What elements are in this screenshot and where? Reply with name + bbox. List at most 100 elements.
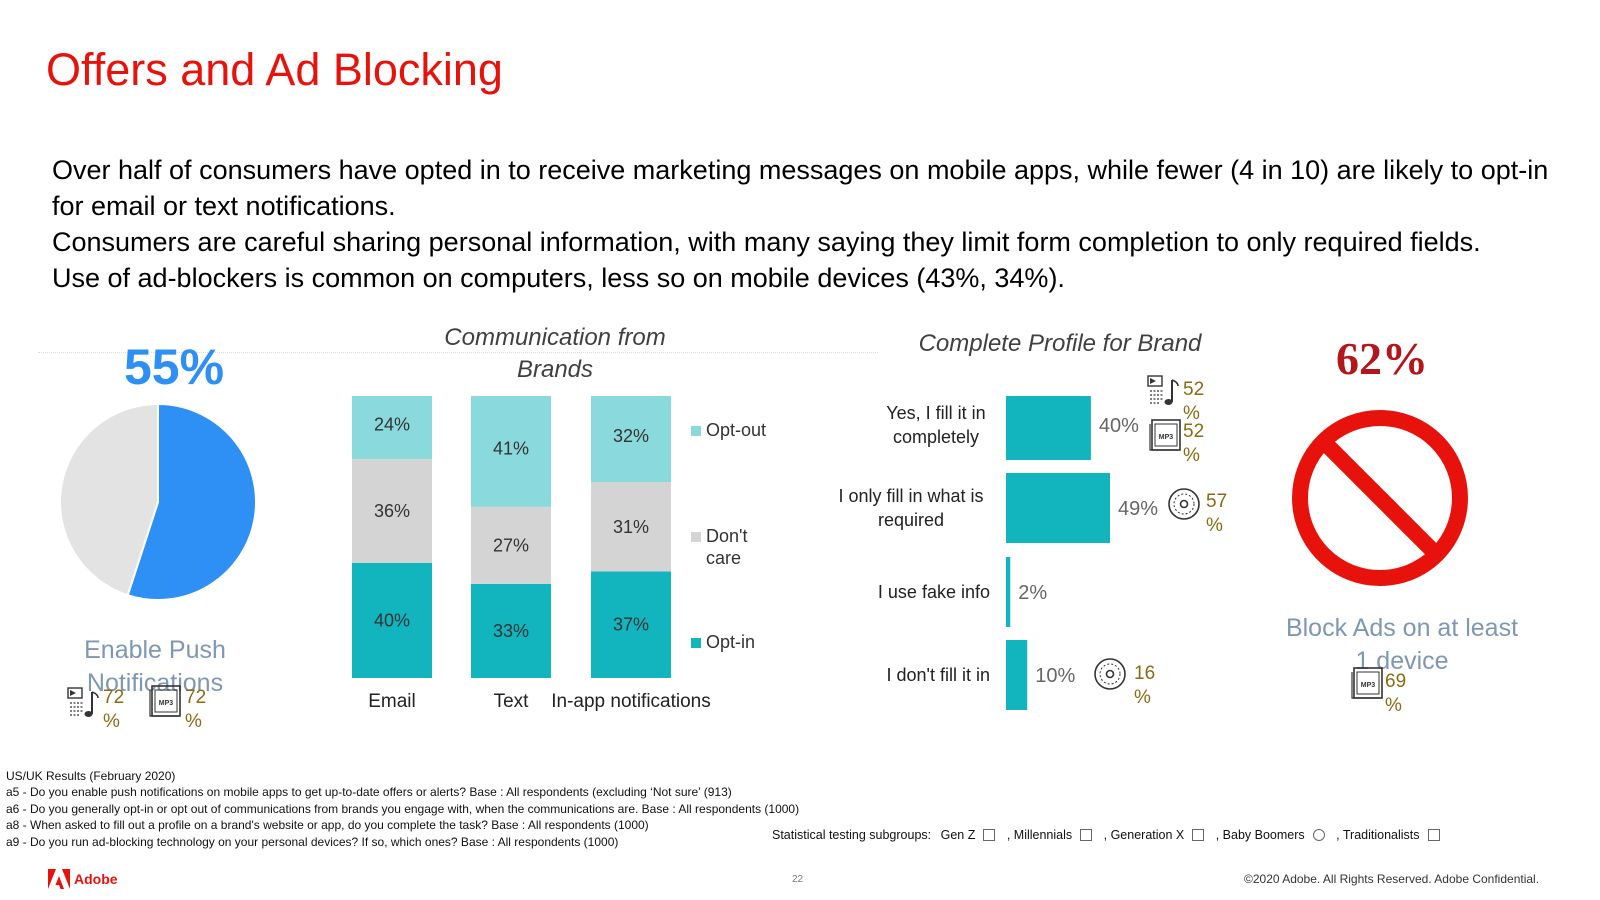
profile-sig-value: 52 % — [1183, 421, 1205, 466]
svg-text:MP3: MP3 — [1159, 434, 1174, 441]
bar-segment-don-t-care — [471, 506, 551, 584]
profile-bar-chart: 40% Yes, I fill it in completely 49% I only … — [838, 396, 1158, 710]
profile-sig-value: 57 % — [1206, 491, 1228, 536]
bar-segment-opt-in — [591, 571, 671, 678]
subgroup-traditionalists: , Traditionalists — [1336, 828, 1441, 842]
profile-bar-label: 2% — [1018, 582, 1047, 604]
footnote: a6 - Do you generally opt-in or opt out … — [6, 801, 800, 816]
mp3-player-icon: MP3 — [149, 685, 181, 717]
bar-data-label: 36% — [374, 501, 410, 521]
disc-icon — [1312, 829, 1325, 841]
summary-line: Consumers are careful sharing personal i… — [52, 227, 1481, 257]
bar-segment-opt-out — [591, 396, 671, 483]
category-label: Text — [494, 691, 530, 712]
profile-category-label: completely — [893, 427, 979, 447]
music-note-icon — [1147, 375, 1179, 405]
push-sig-value: 72 % — [103, 687, 125, 732]
footnote: a8 - When asked to fill out a profile on… — [6, 818, 649, 833]
mp3-player-icon — [1080, 829, 1093, 841]
profile-category-label: required — [878, 510, 944, 530]
profile-sig-value: 16 % — [1134, 663, 1156, 708]
profile-category-label: I don't fill it in — [887, 665, 990, 685]
footnote: US/UK Results (February 2020) — [6, 769, 176, 783]
legend-swatch — [691, 638, 701, 648]
bar-data-label: 27% — [493, 535, 529, 555]
legend-swatch — [691, 426, 701, 436]
bar-segment-opt-in — [352, 562, 432, 678]
profile-category-label: Yes, I fill it in — [886, 403, 985, 423]
legend-label: Don't — [706, 526, 747, 546]
bar-data-label: 41% — [493, 438, 529, 458]
push-percent: 55% — [124, 339, 224, 392]
profile-bar-label: 49% — [1118, 498, 1158, 520]
pie-slice-enable — [126, 402, 257, 601]
mp3-player-icon: MP3 — [1149, 419, 1181, 451]
adobe-logo-icon — [48, 869, 70, 889]
summary-line: Over half of consumers have opted in to … — [52, 155, 1549, 221]
comm-chart-title: Communication from Brands — [444, 324, 666, 383]
legend-swatch — [691, 532, 701, 542]
profile-bar — [1006, 557, 1011, 627]
adobe-logo-text: Adobe — [74, 871, 118, 887]
subgroup-boomers: , Baby Boomers — [1216, 828, 1327, 842]
bar-segment-opt-out — [352, 396, 432, 460]
adobe-logo: Adobe — [48, 868, 118, 890]
profile-chart-title: Complete Profile for Brand — [918, 330, 1202, 357]
pie-slice-other — [59, 402, 159, 597]
music-note-icon — [67, 687, 99, 717]
bar-segment-don-t-care — [352, 459, 432, 563]
profile-bar-label: 40% — [1099, 415, 1139, 437]
summary-line: Use of ad-blockers is common on computer… — [52, 263, 1065, 293]
bar-segment-don-t-care — [591, 482, 671, 572]
profile-bar — [1006, 396, 1091, 460]
mp3-player-icon: MP3 — [1351, 667, 1383, 699]
comm-stacked-bar-chart: 40% 36% 24% Email 33% 27% 41% Text 37% 31% 32% In-a… — [352, 396, 766, 712]
bar-data-label: 37% — [613, 615, 649, 635]
radio-icon — [1427, 829, 1440, 841]
page-title: Offers and Ad Blocking — [46, 44, 503, 95]
bar-data-label: 33% — [493, 621, 529, 641]
profile-bar — [1006, 473, 1110, 543]
subgroup-label: Statistical testing subgroups: — [772, 828, 932, 842]
music-note-icon — [983, 829, 996, 841]
push-sig-value: 72 % — [185, 687, 207, 732]
profile-bar — [1006, 640, 1028, 710]
legend-label: Opt-out — [706, 420, 766, 440]
adblock-label: Block Ads on at least 1 device — [1285, 614, 1519, 675]
bar-data-label: 31% — [613, 517, 649, 537]
svg-text:MP3: MP3 — [1361, 682, 1376, 689]
no-ads-icon — [1292, 410, 1468, 586]
legend-label: care — [706, 548, 741, 568]
push-percent-text: 55% — [124, 339, 224, 392]
profile-bar-label: 10% — [1035, 665, 1075, 687]
disc-icon — [1094, 658, 1126, 690]
summary-text: Over half of consumers have opted in to … — [52, 152, 1562, 296]
category-label: In-app notifications — [551, 691, 711, 712]
category-label: Email — [368, 691, 416, 712]
disc-icon — [1168, 488, 1200, 520]
profile-category-label: I use fake info — [878, 582, 990, 602]
legend-label: Opt-in — [706, 632, 755, 652]
subgroup-legend: Statistical testing subgroups: Gen Z , M… — [772, 828, 1448, 842]
subgroup-genx: , Generation X — [1104, 828, 1207, 842]
bar-data-label: 32% — [613, 426, 649, 446]
bar-segment-opt-in — [471, 583, 551, 678]
push-label: Enable Push Notifications — [84, 636, 226, 697]
bar-data-label: 24% — [374, 415, 410, 435]
divider — [38, 352, 878, 353]
adblock-percent: 62% — [1336, 333, 1428, 384]
adblock-sig-value: 69 % — [1385, 671, 1407, 716]
cassette-icon — [1192, 829, 1205, 841]
footnotes: US/UK Results (February 2020) a5 - Do yo… — [6, 768, 799, 850]
profile-sig-value: 52 % — [1183, 379, 1205, 424]
svg-text:MP3: MP3 — [159, 700, 174, 707]
page-number: 22 — [792, 874, 804, 885]
footnote: a9 - Do you run ad-blocking technology o… — [6, 834, 619, 849]
subgroup-genz: Gen Z — [941, 828, 998, 842]
profile-category-label: I only fill in what is — [838, 486, 983, 506]
adblock-percent-text: 62% — [1336, 333, 1428, 384]
subgroup-millennials: , Millennials — [1007, 828, 1094, 842]
bar-data-label: 40% — [374, 610, 410, 630]
bar-segment-opt-out — [471, 396, 551, 507]
footnote: a5 - Do you enable push notifications on… — [6, 785, 732, 800]
